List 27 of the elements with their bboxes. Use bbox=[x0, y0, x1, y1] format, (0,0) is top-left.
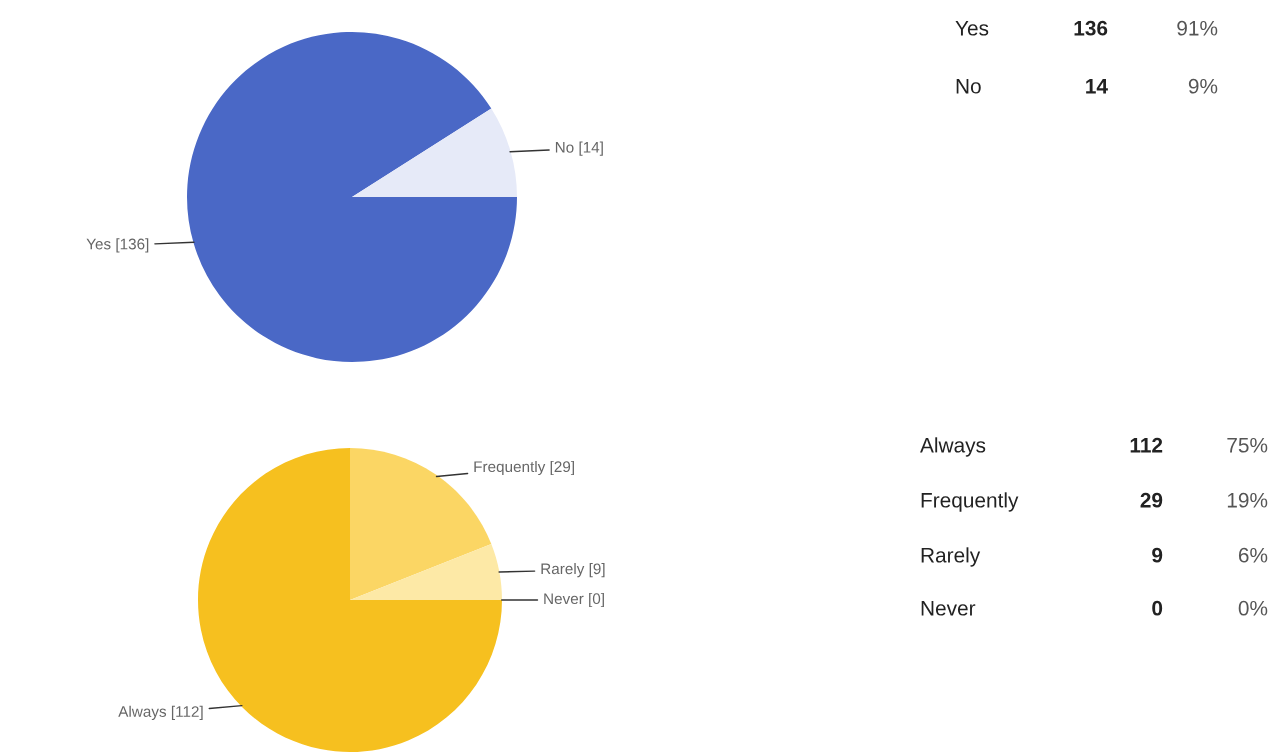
text: Never bbox=[921, 601, 976, 616]
text: Yes bbox=[955, 21, 989, 36]
legend-label: Never [0] bbox=[544, 592, 604, 608]
text: Rarely bbox=[921, 547, 981, 567]
text: No bbox=[956, 79, 981, 94]
text: 75% bbox=[1227, 437, 1268, 453]
text: 112 bbox=[1130, 437, 1163, 453]
text: 136 bbox=[1074, 20, 1108, 36]
text: 9% bbox=[1188, 78, 1218, 94]
text: 0% bbox=[1238, 600, 1268, 616]
slice-label: Rarely [9] bbox=[541, 562, 605, 578]
text: 91% bbox=[1177, 20, 1218, 36]
text: Frequently bbox=[921, 492, 1019, 512]
slice-label: No [14] bbox=[555, 141, 603, 156]
text: 14 bbox=[1086, 79, 1108, 94]
text: 0 bbox=[1152, 600, 1163, 616]
slice-label: Frequently [29] bbox=[474, 460, 574, 476]
pie-slice bbox=[187, 32, 517, 362]
pie-slice bbox=[352, 108, 517, 197]
slice-label: Yes [136] bbox=[86, 238, 149, 253]
text: 6% bbox=[1238, 547, 1268, 563]
text: Always bbox=[920, 437, 986, 457]
pie-slice bbox=[350, 544, 502, 600]
text: 19% bbox=[1227, 492, 1268, 508]
text: 9 bbox=[1152, 547, 1163, 563]
text: 29 bbox=[1140, 492, 1163, 508]
slice-label: Always [112] bbox=[118, 705, 203, 720]
